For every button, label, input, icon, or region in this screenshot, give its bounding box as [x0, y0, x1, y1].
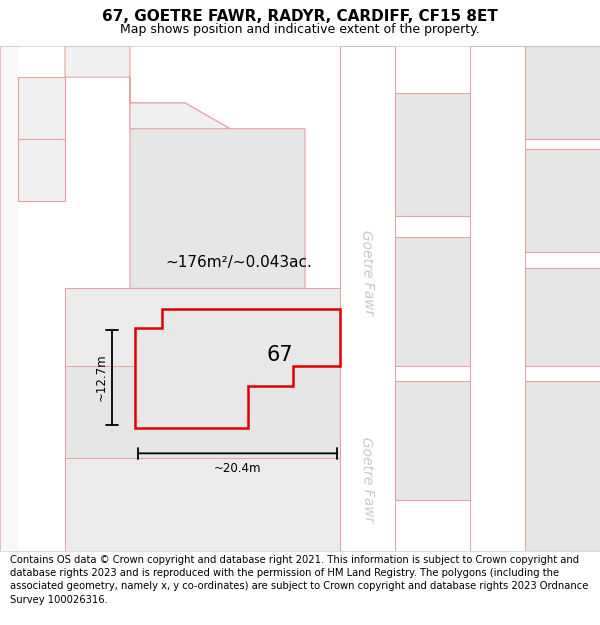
Text: ~20.4m: ~20.4m — [214, 462, 261, 474]
Polygon shape — [18, 46, 340, 551]
Polygon shape — [525, 268, 600, 366]
Polygon shape — [470, 46, 525, 551]
Polygon shape — [525, 381, 600, 551]
Polygon shape — [395, 381, 470, 500]
Polygon shape — [395, 237, 470, 366]
Polygon shape — [0, 46, 18, 551]
Text: 67, GOETRE FAWR, RADYR, CARDIFF, CF15 8ET: 67, GOETRE FAWR, RADYR, CARDIFF, CF15 8E… — [102, 9, 498, 24]
Text: Goetre Fawr: Goetre Fawr — [359, 436, 376, 522]
Polygon shape — [65, 289, 340, 551]
Polygon shape — [135, 309, 340, 428]
Polygon shape — [525, 46, 600, 139]
Polygon shape — [525, 149, 600, 253]
Text: 67: 67 — [266, 346, 293, 366]
Text: ~176m²/~0.043ac.: ~176m²/~0.043ac. — [165, 255, 312, 270]
Text: Contains OS data © Crown copyright and database right 2021. This information is : Contains OS data © Crown copyright and d… — [10, 555, 589, 604]
Polygon shape — [18, 77, 65, 139]
Polygon shape — [340, 46, 395, 551]
Polygon shape — [65, 46, 230, 129]
Polygon shape — [130, 103, 305, 289]
Polygon shape — [65, 289, 340, 366]
Polygon shape — [395, 92, 470, 216]
Text: Goetre Fawr: Goetre Fawr — [359, 230, 376, 316]
Polygon shape — [65, 459, 340, 551]
Polygon shape — [18, 139, 65, 201]
Text: ~12.7m: ~12.7m — [95, 354, 108, 401]
Text: Map shows position and indicative extent of the property.: Map shows position and indicative extent… — [120, 23, 480, 36]
